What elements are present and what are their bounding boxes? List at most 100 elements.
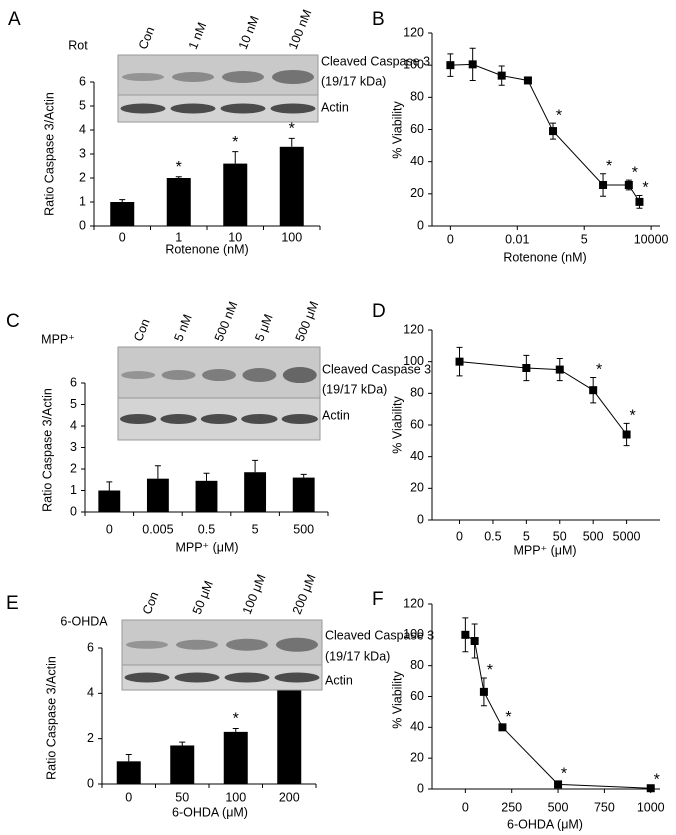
y-tick-label: 60 [410, 417, 424, 431]
marker [497, 71, 506, 80]
x-tick-label: 50 [553, 529, 567, 543]
marker [624, 180, 633, 189]
x-axis-label: 6-OHDA (μM) [507, 817, 583, 831]
y-tick-label: 6 [87, 640, 94, 654]
bar [292, 477, 315, 512]
x-axis-label: MPP⁺ (μM) [513, 543, 576, 557]
error-bar [232, 727, 239, 732]
x-axis-label: Rotenone (nM) [165, 242, 248, 256]
lane-label: Con [140, 590, 162, 617]
bar [279, 146, 304, 226]
error-bar [300, 473, 307, 478]
x-tick-label: 100 [225, 790, 246, 804]
blot-band [281, 414, 318, 424]
lane-label: Con [131, 317, 153, 344]
x-tick-label: 5 [581, 232, 588, 246]
bar [223, 163, 248, 226]
marker [446, 61, 455, 70]
y-tick-label: 4 [87, 686, 94, 700]
y-tick-label: 1 [79, 194, 86, 208]
marker [549, 127, 558, 136]
error-bar [203, 472, 210, 481]
marker [498, 723, 507, 732]
x-tick-label: 0.5 [198, 522, 215, 536]
x-tick-label: 0 [125, 790, 132, 804]
y-tick-label: 120 [403, 596, 424, 610]
blot-treatment: MPP⁺ [41, 332, 75, 346]
blot-band [122, 73, 164, 81]
y-axis-label: % Viability [390, 396, 404, 454]
y-tick-label: 5 [70, 397, 77, 411]
blot-band [161, 370, 196, 381]
significance: * [642, 180, 648, 197]
panel-letter: D [372, 301, 386, 322]
x-tick-label: 5000 [613, 529, 641, 543]
y-tick-label: 0 [417, 781, 424, 795]
blot-band [120, 414, 157, 424]
marker [635, 197, 644, 206]
band-label: Actin [325, 673, 353, 687]
lane-label: 500 μM [293, 299, 322, 343]
bar [244, 472, 267, 512]
y-tick-label: 4 [79, 122, 86, 136]
error-bar [288, 137, 295, 147]
lane-label: Con [136, 25, 158, 52]
significance: * [629, 408, 635, 425]
marker [622, 430, 631, 439]
blot-band [120, 103, 166, 114]
blot-band [126, 640, 168, 649]
panel-letter: F [372, 589, 384, 610]
y-tick-label: 0 [417, 512, 424, 526]
y-axis-label: Ratio Caspase 3/Actin [42, 92, 56, 216]
x-tick-label: 0.005 [142, 522, 173, 536]
bar [98, 490, 121, 512]
band-label: Actin [321, 100, 349, 114]
marker [523, 76, 532, 85]
significance: * [233, 711, 239, 728]
x-tick-label: 0 [119, 230, 126, 244]
y-tick-label: 60 [410, 689, 424, 703]
y-axis-label: Ratio Caspase 3/Actin [40, 388, 54, 512]
x-tick-label: 0 [106, 522, 113, 536]
bar [277, 678, 302, 784]
marker [461, 630, 470, 639]
x-axis-label: MPP⁺ (μM) [175, 540, 238, 554]
bar [146, 478, 169, 512]
significance: * [505, 709, 511, 726]
y-tick-label: 6 [70, 375, 77, 389]
blot-band [282, 367, 317, 384]
y-tick-label: 5 [79, 98, 86, 112]
x-tick-label: 500 [583, 529, 604, 543]
y-tick-label: 120 [403, 25, 424, 39]
marker [479, 687, 488, 696]
significance: * [176, 159, 182, 176]
blot-band [170, 103, 216, 114]
marker [646, 784, 655, 793]
x-tick-label: 500 [548, 800, 569, 814]
x-tick-label: 750 [594, 800, 615, 814]
bar [166, 178, 191, 226]
panel-letter: E [6, 593, 19, 614]
error-bar [252, 459, 259, 473]
significance: * [289, 121, 295, 138]
bar [195, 480, 218, 512]
blot-band [172, 72, 214, 82]
x-tick-label: 10000 [634, 232, 669, 246]
blot-treatment: Rot [68, 38, 88, 52]
blot-band [176, 639, 218, 650]
significance: * [232, 134, 238, 151]
bar [110, 202, 135, 226]
lane-label: 10 nM [236, 14, 262, 51]
blot-band [241, 414, 278, 424]
band-label: Actin [322, 408, 350, 422]
blot-band [220, 103, 266, 114]
error-bar [232, 151, 239, 164]
error-bar [179, 741, 186, 746]
y-tick-label: 20 [410, 750, 424, 764]
y-tick-label: 0 [87, 776, 94, 790]
y-axis-label: Ratio Caspase 3/Actin [44, 656, 58, 780]
y-tick-label: 100 [403, 57, 424, 71]
blot-band [222, 71, 264, 83]
bar [116, 761, 141, 784]
lane-label: 100 nM [286, 7, 315, 51]
